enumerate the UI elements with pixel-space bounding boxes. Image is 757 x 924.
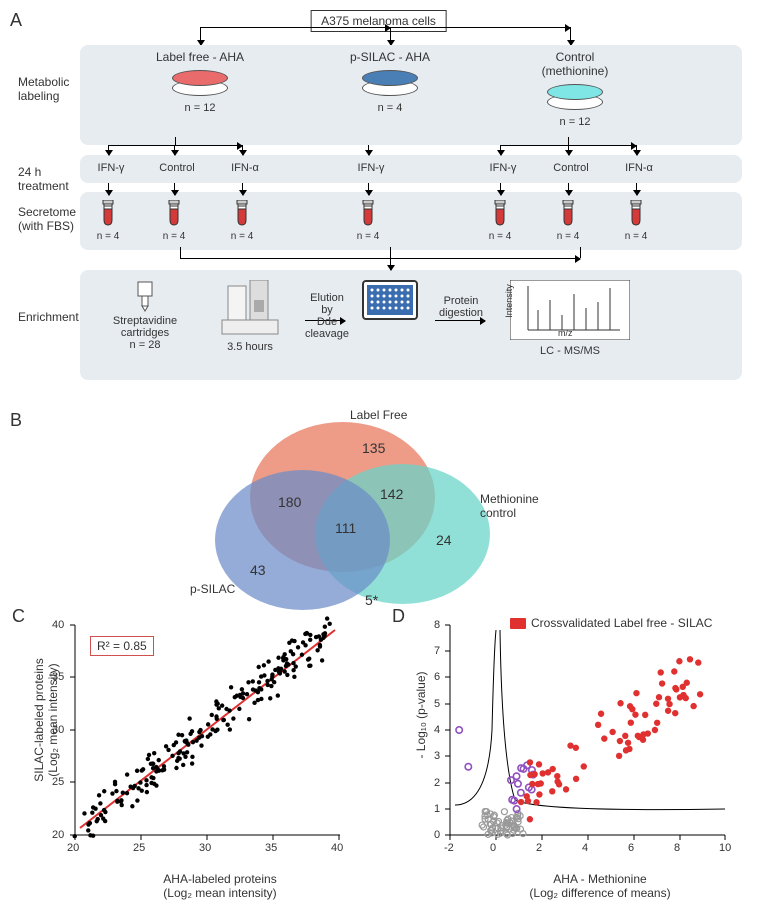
panel-a: A A375 melanoma cells Metabolic labeling… xyxy=(10,10,747,400)
tube: n = 4 xyxy=(475,200,525,242)
arrow-down xyxy=(174,183,175,195)
arrow-down xyxy=(568,183,569,195)
treatment-label: 24 h treatment xyxy=(18,165,80,193)
venn-count: 43 xyxy=(250,562,266,578)
connector xyxy=(580,247,581,258)
venn-circle-ps xyxy=(215,470,390,610)
arrow-down xyxy=(108,145,109,155)
dish-icon xyxy=(547,84,603,112)
tube: n = 4 xyxy=(83,200,133,242)
venn-label: Label Free xyxy=(350,408,407,422)
volcano-d xyxy=(400,610,740,870)
arrow-down xyxy=(500,145,501,155)
arrow-down xyxy=(570,27,571,45)
panel-b-label: B xyxy=(10,410,22,431)
c-xlabel: AHA-labeled proteins (Log₂ mean intensit… xyxy=(130,872,310,900)
digest-label: Protein digestion xyxy=(435,295,487,319)
robot: 3.5 hours xyxy=(205,280,295,353)
metabolic-labeling-label: Metabolic labeling xyxy=(18,75,80,103)
dish-icon xyxy=(172,70,228,98)
arrow-down xyxy=(174,145,175,155)
panels-cd: C R² = 0.85 AHA-labeled proteins (Log₂ m… xyxy=(10,610,747,910)
treatment-label: IFN-γ xyxy=(346,162,396,174)
dish-icon xyxy=(362,70,418,98)
panel-c-chart: C R² = 0.85 AHA-labeled proteins (Log₂ m… xyxy=(20,610,360,900)
venn-label: p-SILAC xyxy=(190,582,235,596)
connector xyxy=(390,27,570,28)
d-xlabel: AHA - Methionine (Log₂ difference of mea… xyxy=(500,872,700,900)
tube: n = 4 xyxy=(149,200,199,242)
d-legend: Crossvalidated Label free - SILAC xyxy=(510,616,712,630)
panel-c-label: C xyxy=(12,606,25,627)
arrow-down xyxy=(568,145,569,155)
legend-swatch xyxy=(510,618,526,629)
psilac-col: p-SILAC - AHA n = 4 xyxy=(320,50,460,140)
r2-box: R² = 0.85 xyxy=(90,636,154,656)
connector xyxy=(200,27,390,28)
enrichment-label: Enrichment xyxy=(18,310,80,324)
label-free-col: Label free - AHA n = 12 xyxy=(110,50,290,140)
figure: A A375 melanoma cells Metabolic labeling… xyxy=(10,10,747,910)
arrow-down xyxy=(242,183,243,195)
tube: n = 4 xyxy=(611,200,661,242)
panel-d-chart: D Crossvalidated Label free - SILAC AHA … xyxy=(400,610,740,900)
tube: n = 4 xyxy=(217,200,267,242)
treatment-label: Control xyxy=(152,162,202,174)
arrow-down xyxy=(368,145,369,155)
connector xyxy=(180,247,181,258)
venn-count: 111 xyxy=(335,520,356,536)
scatter-c xyxy=(20,610,360,870)
venn-diagram: Label Free p-SILAC Methionine control 13… xyxy=(200,422,580,602)
control-col: Control (methionine) n = 12 xyxy=(500,50,650,140)
arrow-down xyxy=(368,183,369,195)
treatment-label: IFN-γ xyxy=(478,162,528,174)
treatment-label: IFN-α xyxy=(220,162,270,174)
venn-count: 5* xyxy=(365,592,378,608)
arrow-down xyxy=(390,258,391,270)
arrow-down xyxy=(108,183,109,195)
tubes-row: n = 4 n = 4 n = 4 n = 4 n = 4 n = 4 n = 4 xyxy=(10,200,747,250)
venn-count: 180 xyxy=(278,494,301,510)
venn-label: Methionine control xyxy=(480,492,539,520)
venn-count: 142 xyxy=(380,486,403,502)
panel-b: B Label Free p-SILAC Methionine control … xyxy=(10,410,747,610)
cartridge: Streptavidine cartridges n = 28 xyxy=(105,280,185,351)
d-ylabel: - Log₁₀ (p-value) xyxy=(414,645,428,785)
treatment-label: IFN-α xyxy=(614,162,664,174)
arrow-down xyxy=(200,27,201,45)
venn-count: 24 xyxy=(436,532,452,548)
panel-d-label: D xyxy=(392,606,405,627)
cell-line-box: A375 melanoma cells xyxy=(310,10,447,32)
panel-a-label: A xyxy=(10,10,22,31)
tube: n = 4 xyxy=(543,200,593,242)
elution-label: Elution by Dde cleavage xyxy=(303,292,351,340)
venn-count: 135 xyxy=(362,440,385,456)
arrow-down xyxy=(500,183,501,195)
treatment-label: IFN-γ xyxy=(86,162,136,174)
ms-chart: Intensity m/z LC - MS/MS xyxy=(500,280,640,357)
tube: n = 4 xyxy=(343,200,393,242)
plate-icon xyxy=(355,280,425,323)
connector xyxy=(180,258,580,259)
treatment-label: Control xyxy=(546,162,596,174)
arrow-down xyxy=(390,27,391,45)
connector xyxy=(390,247,391,258)
arrow-right xyxy=(435,320,485,321)
arrow-down xyxy=(636,183,637,195)
